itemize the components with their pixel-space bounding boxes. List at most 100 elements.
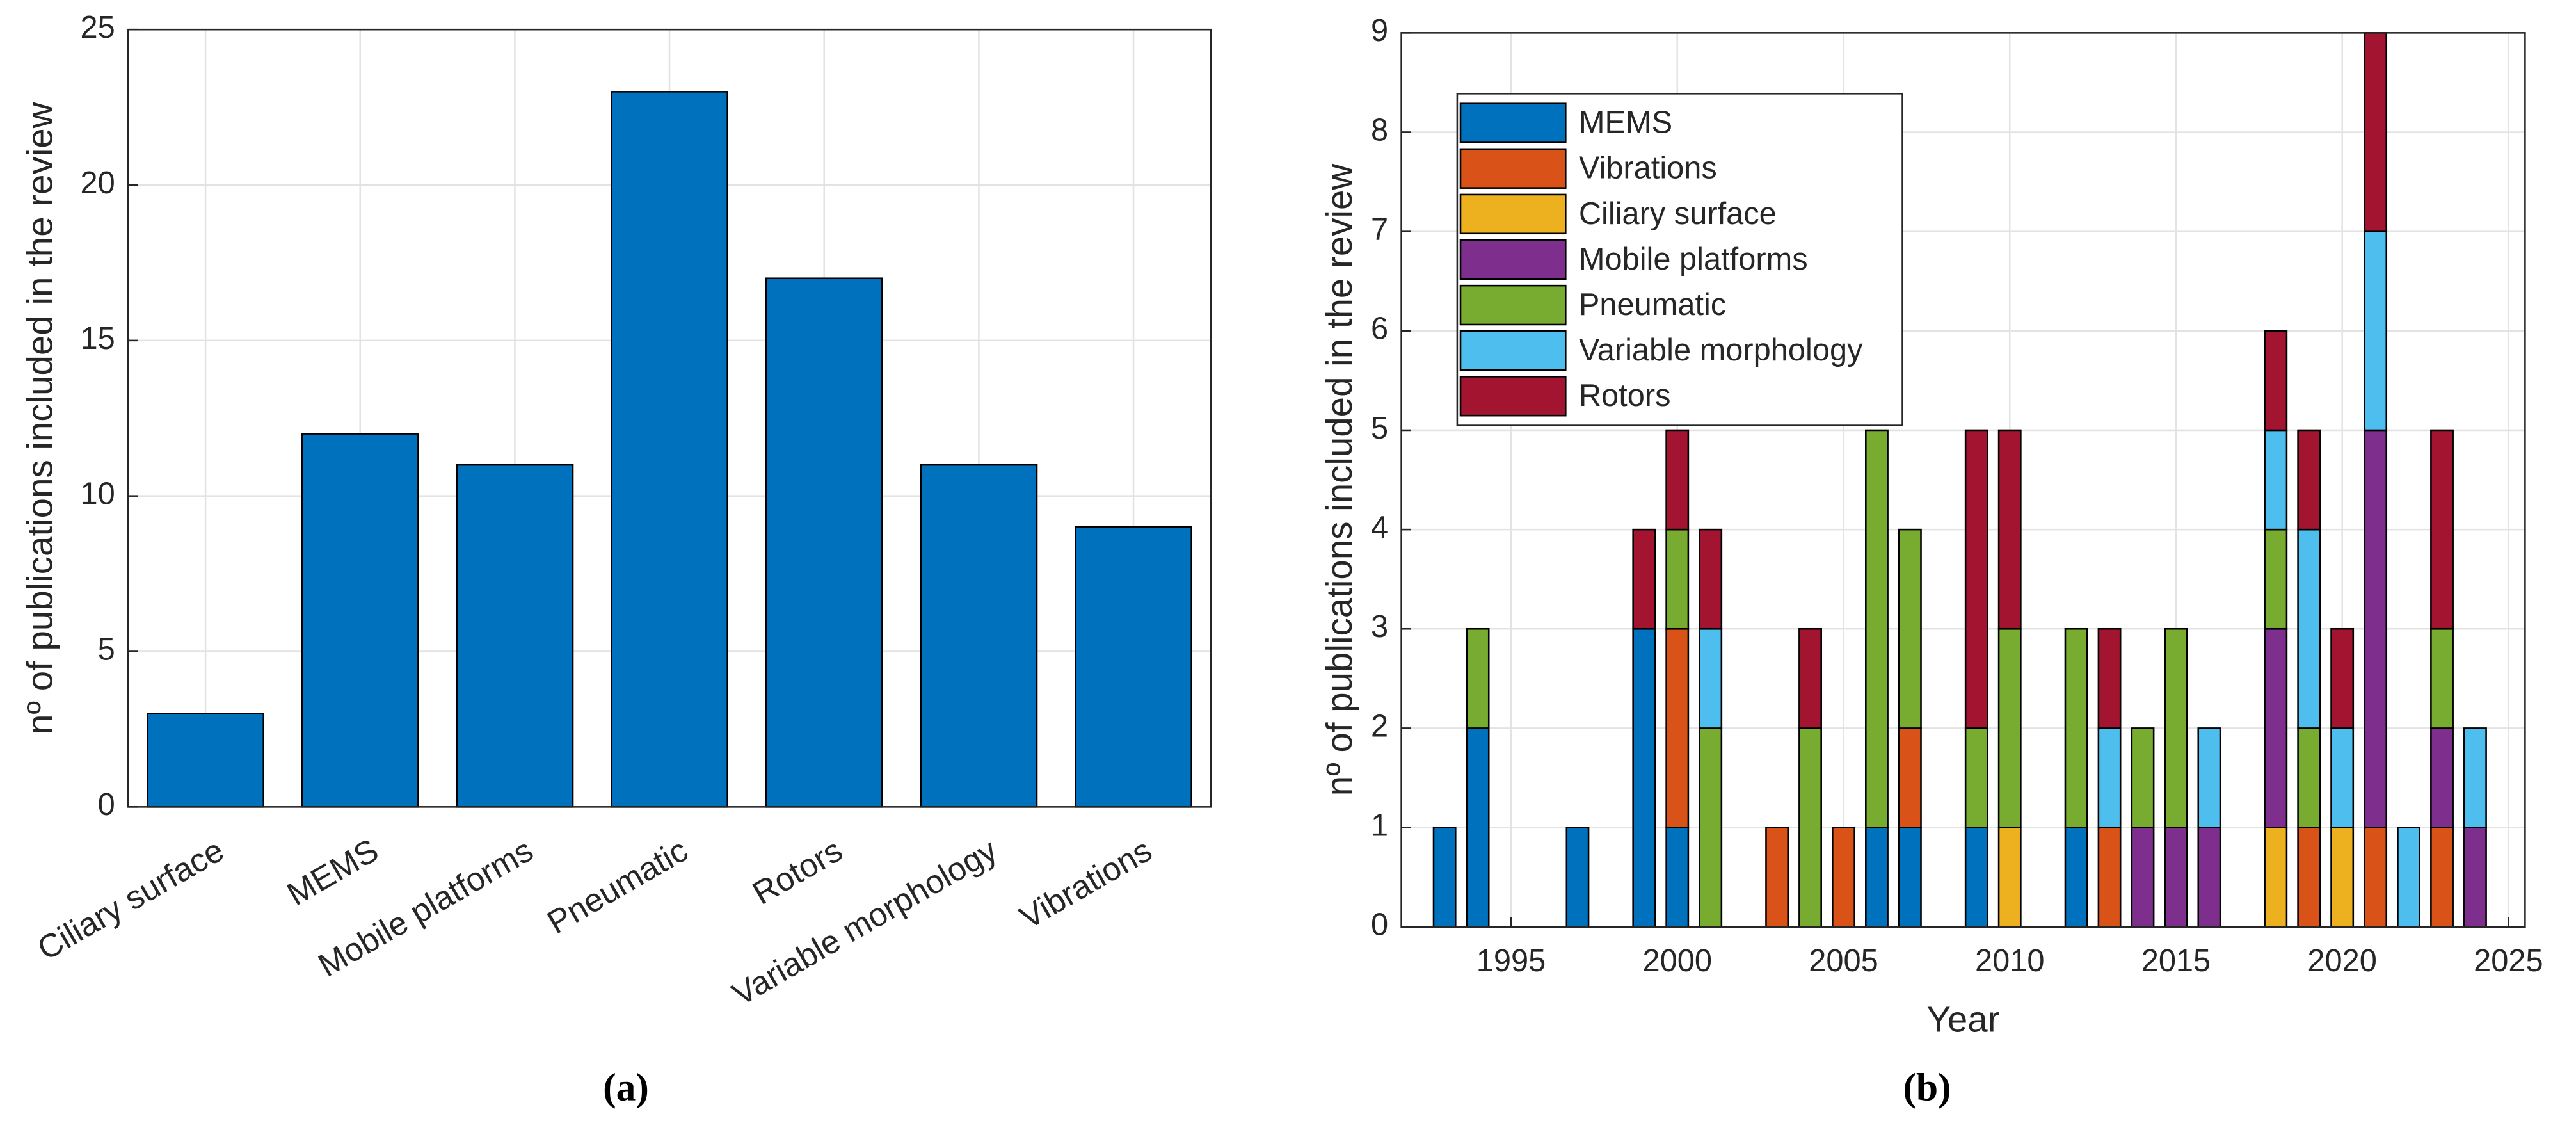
bar-segment bbox=[2097, 727, 2122, 828]
bar-segment bbox=[2264, 627, 2288, 828]
bar bbox=[301, 433, 419, 808]
bar-segment bbox=[2430, 429, 2454, 630]
bar-segment bbox=[1898, 528, 1922, 729]
bar-segment bbox=[1699, 627, 1723, 729]
y-tick-label: 3 bbox=[1371, 609, 1388, 644]
legend-label: Ciliary surface bbox=[1579, 197, 1777, 231]
bar-segment bbox=[1699, 528, 1723, 630]
legend-label: Variable morphology bbox=[1579, 333, 1863, 367]
y-tick-label: 0 bbox=[98, 787, 115, 822]
bar-segment bbox=[2463, 827, 2487, 928]
bar-segment bbox=[2297, 528, 2321, 729]
bar-segment bbox=[1665, 429, 1690, 531]
bar bbox=[456, 464, 574, 808]
x-tick-label: 2010 bbox=[1975, 944, 2045, 978]
bar-segment bbox=[2297, 429, 2321, 531]
x-tick-label: 2015 bbox=[2141, 944, 2211, 978]
bar-segment bbox=[1665, 827, 1690, 928]
x-axis-label: Year bbox=[1926, 999, 1999, 1040]
bar-segment bbox=[2364, 429, 2388, 828]
y-tick-label: 20 bbox=[80, 166, 115, 200]
bar-segment bbox=[1665, 627, 1690, 828]
bar-segment bbox=[1565, 827, 1590, 928]
bar-segment bbox=[1798, 727, 1822, 928]
bar-segment bbox=[2164, 627, 2188, 828]
x-tick-label: MEMS bbox=[281, 832, 385, 912]
x-tick-label: 2025 bbox=[2474, 944, 2543, 978]
y-tick-label: 6 bbox=[1371, 312, 1388, 346]
bar-segment bbox=[2097, 627, 2122, 729]
bar-segment bbox=[2430, 627, 2454, 729]
legend-label: Vibrations bbox=[1579, 151, 1717, 186]
bar-segment bbox=[2364, 230, 2388, 432]
bar-segment bbox=[2264, 330, 2288, 432]
axes-box bbox=[127, 28, 1212, 808]
bar bbox=[611, 91, 728, 808]
bar-segment bbox=[1798, 627, 1822, 729]
bar-segment bbox=[2097, 827, 2122, 928]
x-tick-label: 2000 bbox=[1643, 944, 1713, 978]
bar-segment bbox=[1997, 627, 2022, 828]
bar-segment bbox=[2264, 827, 2288, 928]
x-tick-label: 2005 bbox=[1809, 944, 1878, 978]
y-axis-label: nº of publications included in the revie… bbox=[20, 102, 60, 734]
bar bbox=[1075, 526, 1192, 808]
legend-label: Mobile platforms bbox=[1579, 242, 1808, 277]
bar-segment bbox=[2197, 727, 2221, 828]
legend-swatch bbox=[1459, 284, 1567, 326]
bar-segment bbox=[2131, 727, 2155, 828]
caption: (a) bbox=[603, 1066, 649, 1110]
x-tick-label: 2020 bbox=[2307, 944, 2377, 978]
legend-swatch bbox=[1459, 148, 1567, 189]
bar-segment bbox=[1964, 727, 1988, 828]
legend-label: Pneumatic bbox=[1579, 287, 1726, 322]
bar-segment bbox=[1865, 827, 1889, 928]
bar bbox=[147, 713, 265, 808]
bar-segment bbox=[2463, 727, 2487, 828]
bar-segment bbox=[1466, 727, 1490, 928]
y-tick-label: 4 bbox=[1371, 510, 1388, 545]
legend-swatch bbox=[1459, 330, 1567, 371]
bar-segment bbox=[2330, 727, 2355, 828]
bar bbox=[765, 277, 883, 808]
bar-segment bbox=[1898, 827, 1922, 928]
caption: (b) bbox=[1903, 1066, 1951, 1110]
bar-segment bbox=[2197, 827, 2221, 928]
legend-swatch bbox=[1459, 102, 1567, 143]
bar-segment bbox=[2430, 727, 2454, 828]
bar-segment bbox=[2364, 32, 2388, 232]
bar-segment bbox=[2264, 528, 2288, 630]
legend: MEMS Vibrations Ciliary surface Mobile plat… bbox=[1456, 93, 1903, 426]
y-tick-label: 0 bbox=[1371, 908, 1388, 942]
y-tick-label: 5 bbox=[98, 632, 115, 666]
bar-segment bbox=[1964, 429, 1988, 729]
y-tick-label: 9 bbox=[1371, 13, 1388, 48]
y-tick-label: 5 bbox=[1371, 411, 1388, 446]
bar-segment bbox=[1632, 627, 1656, 928]
bar-segment bbox=[2430, 827, 2454, 928]
bar-segment bbox=[2397, 827, 2420, 928]
bar-segment bbox=[1997, 429, 2022, 630]
x-tick-label: Variable morphology bbox=[726, 832, 1003, 1013]
y-tick-label: 1 bbox=[1371, 808, 1388, 843]
y-tick-label: 7 bbox=[1371, 213, 1388, 247]
bar-segment bbox=[2297, 827, 2321, 928]
y-tick-label: 2 bbox=[1371, 709, 1388, 743]
bar-segment bbox=[2364, 827, 2388, 928]
bar-segment bbox=[1964, 827, 1988, 928]
legend-label: Rotors bbox=[1579, 378, 1671, 413]
x-tick-label: Rotors bbox=[746, 832, 848, 912]
y-tick-label: 8 bbox=[1371, 113, 1388, 147]
bar-segment bbox=[1898, 727, 1922, 828]
legend-swatch bbox=[1459, 193, 1567, 235]
bar-segment bbox=[2297, 727, 2321, 828]
y-tick-label: 10 bbox=[80, 477, 115, 512]
bar-segment bbox=[1466, 627, 1490, 729]
legend-label: MEMS bbox=[1579, 106, 1672, 140]
bar-segment bbox=[1632, 528, 1656, 630]
bar-segment bbox=[1865, 429, 1889, 828]
bar-segment bbox=[1997, 827, 2022, 928]
bar-segment bbox=[2131, 827, 2155, 928]
bar-segment bbox=[1432, 827, 1457, 928]
